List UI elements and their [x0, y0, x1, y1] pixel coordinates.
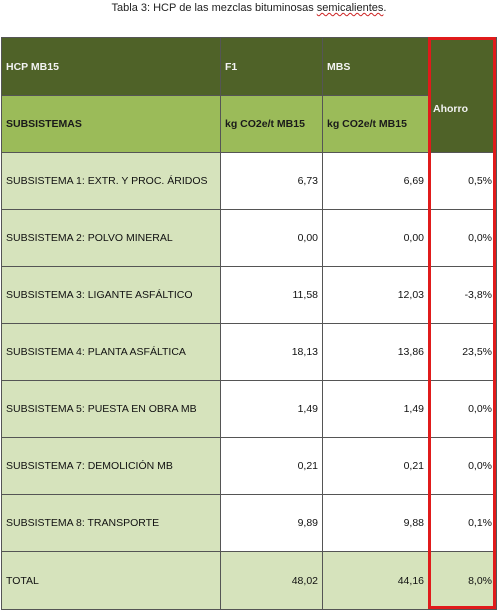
row-mbs-value: 9,88 [322, 494, 429, 552]
caption-prefix: Tabla 3: HCP de las mezclas bituminosas [111, 2, 317, 14]
row-ahorro-value: -3,8% [428, 266, 497, 324]
table-row: SUBSISTEMA 2: POLVO MINERAL 0,00 0,00 0,… [1, 209, 497, 267]
row-mbs-value: 0,00 [322, 209, 429, 267]
row-f1-value: 1,49 [220, 380, 323, 438]
row-label: SUBSISTEMA 5: PUESTA EN OBRA MB [1, 380, 221, 438]
row-f1-value: 0,00 [220, 209, 323, 267]
table-row: SUBSISTEMA 8: TRANSPORTE 9,89 9,88 0,1% [1, 494, 497, 552]
row-ahorro-value: 0,5% [428, 152, 497, 210]
table-row: SUBSISTEMA 1: EXTR. Y PROC. ÁRIDOS 6,73 … [1, 152, 497, 210]
row-mbs-value: 13,86 [322, 323, 429, 381]
subheader-unit-mbs: kg CO2e/t MB15 [322, 95, 429, 153]
row-mbs-value: 0,21 [322, 437, 429, 495]
caption-underlined-word: semicalientes [316, 2, 384, 14]
row-f1-value: 11,58 [220, 266, 323, 324]
row-f1-value: 6,73 [220, 152, 323, 210]
row-label: SUBSISTEMA 8: TRANSPORTE [1, 494, 221, 552]
total-f1-value: 48,02 [220, 551, 323, 610]
hcp-table: HCP MB15 F1 MBS Ahorro SUBSISTEMAS kg CO… [1, 37, 497, 610]
total-row: TOTAL 48,02 44,16 8,0% [1, 551, 497, 610]
row-mbs-value: 6,69 [322, 152, 429, 210]
row-ahorro-value: 0,0% [428, 209, 497, 267]
table-caption: Tabla 3: HCP de las mezclas bituminosas … [0, 0, 498, 16]
row-mbs-value: 12,03 [322, 266, 429, 324]
caption-suffix: . [383, 2, 387, 14]
row-label: SUBSISTEMA 4: PLANTA ASFÁLTICA [1, 323, 221, 381]
table-row: SUBSISTEMA 7: DEMOLICIÓN MB 0,21 0,21 0,… [1, 437, 497, 495]
header-ahorro: Ahorro [428, 37, 497, 153]
row-ahorro-value: 0,0% [428, 380, 497, 438]
header-hcp-mb15: HCP MB15 [1, 37, 221, 96]
row-mbs-value: 1,49 [322, 380, 429, 438]
total-ahorro-value: 8,0% [428, 551, 497, 610]
row-ahorro-value: 0,1% [428, 494, 497, 552]
row-f1-value: 18,13 [220, 323, 323, 381]
table-row: SUBSISTEMA 5: PUESTA EN OBRA MB 1,49 1,4… [1, 380, 497, 438]
subheader-unit-f1: kg CO2e/t MB15 [220, 95, 323, 153]
row-label: SUBSISTEMA 3: LIGANTE ASFÁLTICO [1, 266, 221, 324]
total-mbs-value: 44,16 [322, 551, 429, 610]
row-label: SUBSISTEMA 1: EXTR. Y PROC. ÁRIDOS [1, 152, 221, 210]
table-row: SUBSISTEMA 3: LIGANTE ASFÁLTICO 11,58 12… [1, 266, 497, 324]
row-ahorro-value: 0,0% [428, 437, 497, 495]
total-label: TOTAL [1, 551, 221, 610]
row-f1-value: 9,89 [220, 494, 323, 552]
row-label: SUBSISTEMA 2: POLVO MINERAL [1, 209, 221, 267]
header-row: HCP MB15 F1 MBS Ahorro [1, 37, 497, 153]
row-ahorro-value: 23,5% [428, 323, 497, 381]
table-row: SUBSISTEMA 4: PLANTA ASFÁLTICA 18,13 13,… [1, 323, 497, 381]
header-mbs: MBS [322, 37, 429, 96]
subheader-subsistemas: SUBSISTEMAS [1, 95, 221, 153]
subheader-row: SUBSISTEMAS kg CO2e/t MB15 kg CO2e/t MB1… [1, 95, 497, 153]
header-f1: F1 [220, 37, 323, 96]
row-f1-value: 0,21 [220, 437, 323, 495]
row-label: SUBSISTEMA 7: DEMOLICIÓN MB [1, 437, 221, 495]
